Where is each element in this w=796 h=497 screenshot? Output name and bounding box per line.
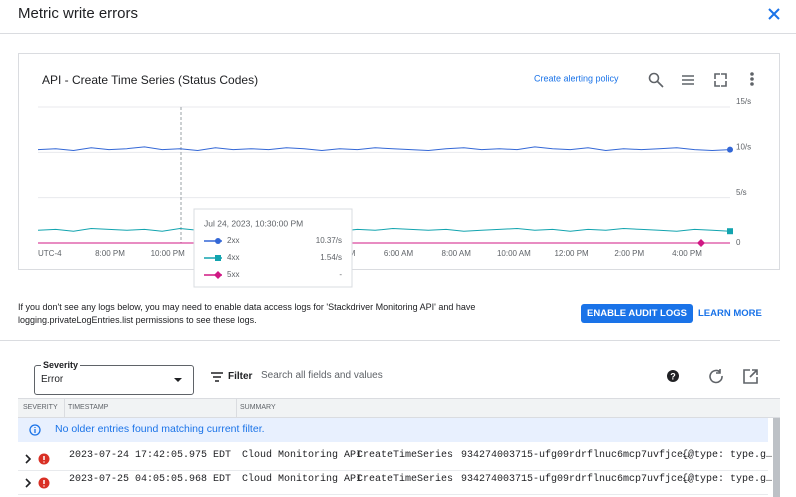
log-row[interactable]	[18, 470, 768, 495]
log-cell: Cloud Monitoring API	[242, 474, 363, 485]
log-cell: CreateTimeSeries	[357, 474, 454, 485]
point-marker	[697, 239, 705, 247]
y-tick-label: 0	[736, 238, 741, 247]
notice: If you don't see any logs below, you may…	[18, 301, 475, 326]
close-button[interactable]	[766, 6, 782, 22]
tooltip-box	[193, 208, 353, 288]
scrollbar	[773, 418, 780, 497]
x-tick-label: 12:00 PM	[554, 249, 589, 258]
legend-swatch	[215, 255, 221, 261]
info-text: No older entries found matching current …	[55, 423, 265, 435]
log-cell: 934274003715-ufg09rdrflnuc6mcp7uvfjce…	[461, 450, 690, 461]
legend-label: 2xx	[227, 236, 239, 245]
legend-swatch	[214, 271, 222, 279]
y-tick-label: 15/s	[736, 97, 751, 106]
column-header: TIMESTAMP	[68, 404, 109, 411]
log-row[interactable]	[18, 446, 768, 471]
x-tick-label: 4:00 PM	[672, 249, 702, 258]
x-tick-label: 2:00 PM	[614, 249, 644, 258]
x-tick-label: UTC-4	[38, 249, 62, 258]
learn-more-link[interactable]: LEARN MORE	[698, 308, 762, 319]
series-line	[37, 146, 731, 152]
tooltip-time: Jul 24, 2023, 10:30:00 PM	[204, 218, 303, 228]
tooltip: Jul 24, 2023, 10:30:00 PM 2xx 10.37/s 4xx 1.…	[193, 208, 353, 288]
divider	[0, 33, 796, 34]
log-cell: 2023-07-25 04:05:05.968 EDT	[69, 474, 232, 485]
dropdown-arrow	[174, 378, 182, 382]
filter-icon	[211, 372, 223, 382]
point-marker	[727, 228, 733, 235]
log-cell: {@type: type.g…	[682, 450, 773, 461]
chart-title: API - Create Time Series (Status Codes)	[42, 73, 258, 87]
x-tick-label: 6:00 AM	[384, 249, 414, 258]
table-header: SEVERITY TIMESTAMP SUMMARY	[18, 398, 780, 418]
field-label: Severity	[41, 360, 81, 370]
x-tick-label: 8:00 AM	[442, 249, 472, 258]
series-line	[37, 227, 731, 232]
svg-text:?: ?	[670, 371, 676, 381]
filter-label[interactable]: Filter	[228, 371, 253, 382]
tooltip-value: -	[339, 270, 342, 279]
toolbar-icons[interactable]: ?	[666, 368, 766, 386]
legend-label: 5xx	[227, 270, 239, 279]
column-header: SEVERITY	[23, 404, 58, 411]
info-row: No older entries found matching current …	[18, 418, 768, 442]
log-cell: Cloud Monitoring API	[242, 450, 363, 461]
severity-select[interactable]: Severity Error	[34, 360, 194, 395]
chart-icons[interactable]	[648, 72, 754, 88]
y-tick-label: 10/s	[736, 142, 751, 151]
enable-audit-button[interactable]: ENABLE AUDIT LOGS	[581, 304, 693, 323]
notice-text: If you don't see any logs below, you may…	[18, 302, 476, 312]
field-value: Error	[41, 374, 64, 385]
log-cell: 934274003715-ufg09rdrflnuc6mcp7uvfjce…	[461, 474, 690, 485]
y-tick-label: 5/s	[736, 188, 747, 197]
chart: API - Create Time Series (Status Codes) …	[37, 72, 754, 288]
tooltip-value: 1.54/s	[320, 253, 342, 262]
x-tick-label: 8:00 PM	[95, 249, 125, 258]
x-tick-label: 10:00 PM	[151, 249, 186, 258]
tooltip-value: 10.37/s	[316, 236, 342, 245]
notice-text: logging.privateLogEntries.list permissio…	[18, 314, 257, 325]
divider	[0, 340, 780, 341]
row-icons	[25, 453, 50, 465]
legend-swatch	[215, 238, 221, 244]
chart-card	[18, 53, 780, 270]
point-marker	[727, 146, 733, 153]
log-cell: {@type: type.g…	[682, 474, 773, 485]
x-tick-label: 10:00 AM	[497, 249, 531, 258]
legend-label: 4xx	[227, 253, 239, 262]
dialog-title: Metric write errors	[18, 5, 139, 22]
search-input[interactable]: Search all fields and values	[261, 370, 383, 381]
column-header: SUMMARY	[240, 404, 276, 411]
log-cell: 2023-07-24 17:42:05.975 EDT	[69, 450, 232, 461]
info-icon	[29, 424, 41, 436]
log-cell: CreateTimeSeries	[357, 450, 454, 461]
row-icons	[25, 477, 50, 489]
alert-link[interactable]: Create alerting policy	[534, 73, 619, 83]
